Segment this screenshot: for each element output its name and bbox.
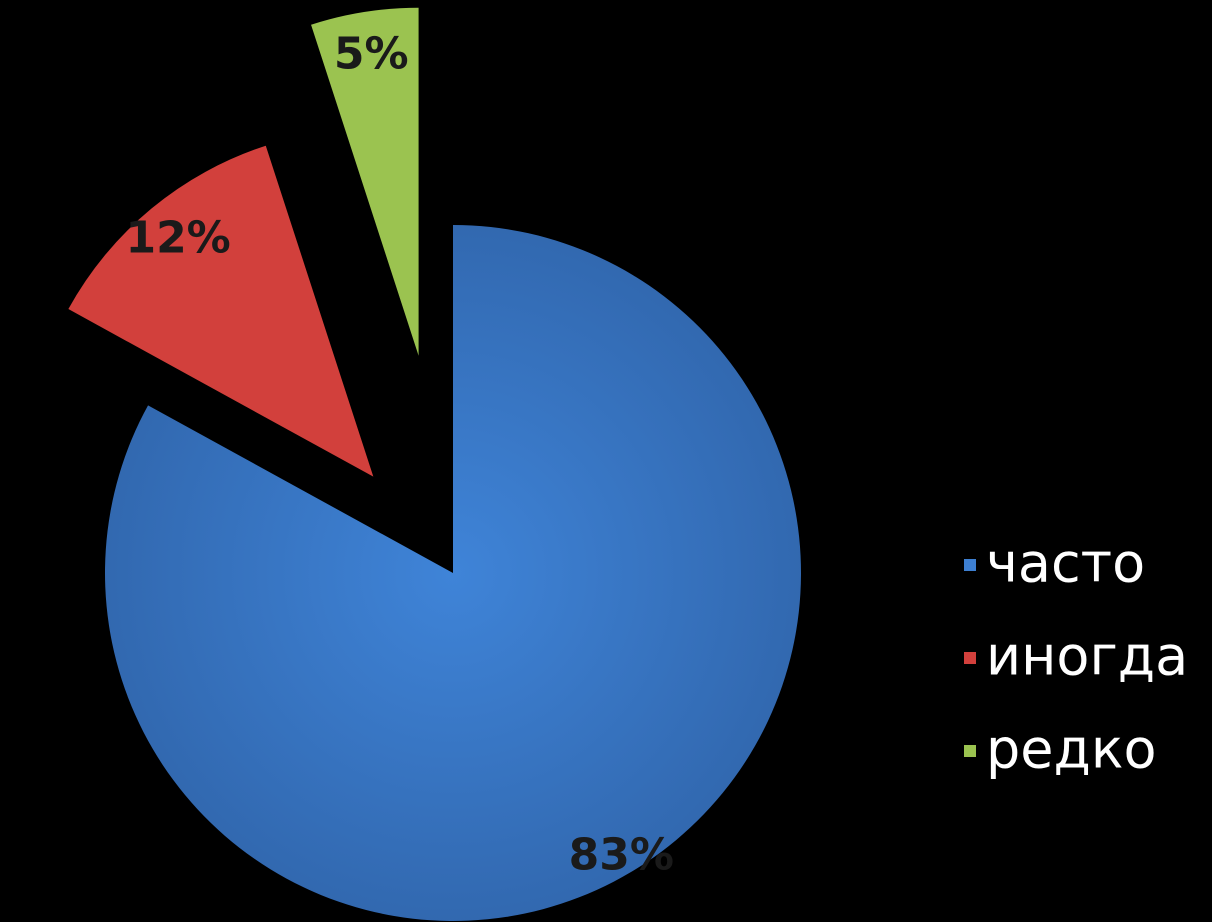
- legend-label-2: иногда: [986, 625, 1188, 688]
- data-label-2: 12%: [125, 213, 230, 264]
- legend-swatch-3: [964, 745, 976, 757]
- legend-label-3: редко: [986, 718, 1157, 781]
- pie-data-labels: 83% 12% 5%: [125, 29, 673, 881]
- legend-swatch-2: [964, 652, 976, 664]
- pie-slice-3: [311, 7, 419, 356]
- pie-slice-1: [104, 225, 801, 921]
- legend-label-1: часто: [986, 532, 1145, 595]
- data-label-3: 5%: [334, 29, 409, 80]
- pie-slice-2: [68, 145, 374, 477]
- legend: часто иногда редко: [964, 532, 1188, 781]
- pie-slices: [68, 7, 801, 921]
- legend-swatch-1: [964, 559, 976, 571]
- data-label-1: 83%: [569, 830, 674, 881]
